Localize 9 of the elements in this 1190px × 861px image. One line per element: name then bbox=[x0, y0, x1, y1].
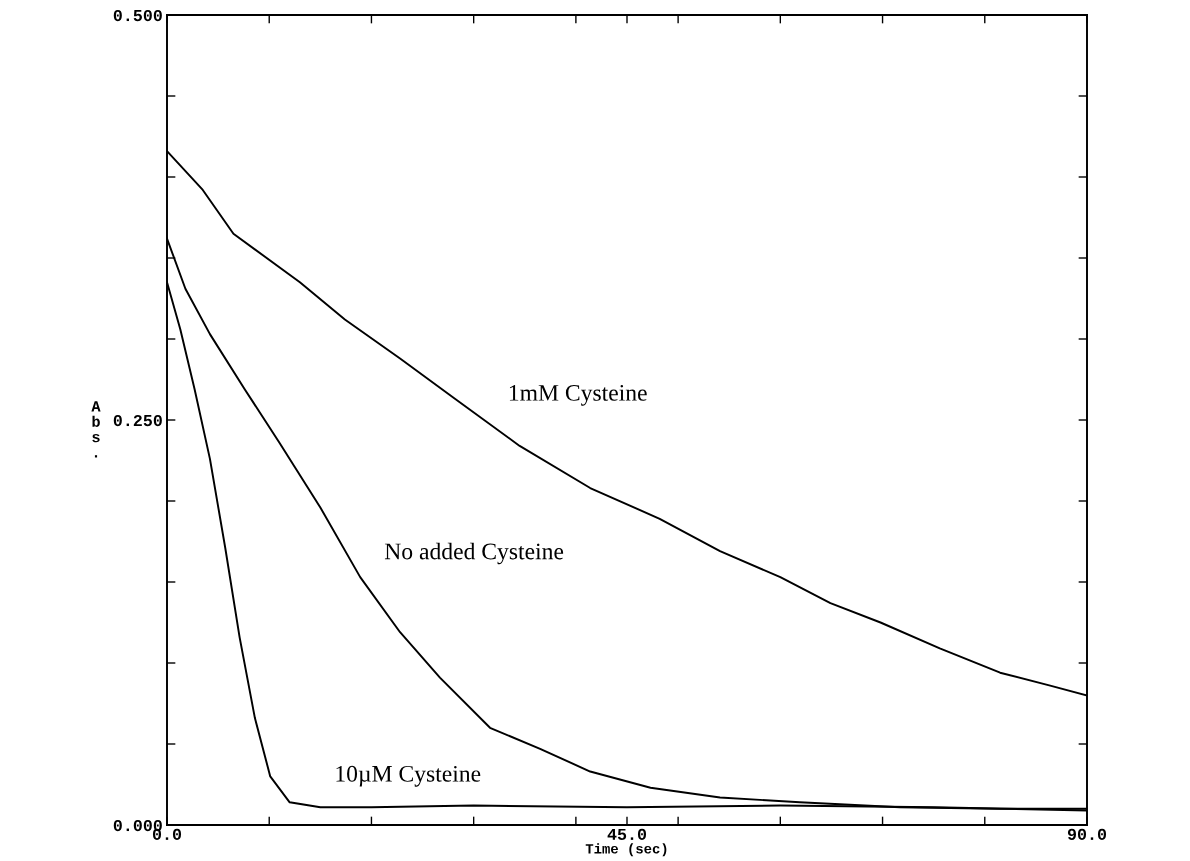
x-tick-label: 90.0 bbox=[1067, 828, 1107, 841]
x-tick-label: 45.0 bbox=[607, 828, 647, 841]
y-tick-label: 0.500 bbox=[113, 9, 162, 22]
y-tick-label: 0.250 bbox=[113, 414, 162, 427]
series-label: 10µM Cysteine bbox=[336, 765, 481, 787]
x-axis-title: Time (sec) bbox=[585, 843, 667, 857]
series-label: 1mM Cysteine bbox=[509, 384, 647, 406]
series-label: No added Cysteine bbox=[384, 542, 564, 565]
y-axis-title: Abs. bbox=[91, 401, 101, 458]
